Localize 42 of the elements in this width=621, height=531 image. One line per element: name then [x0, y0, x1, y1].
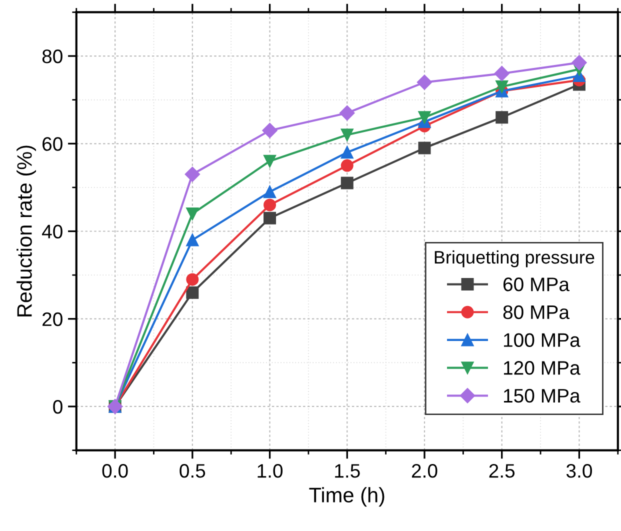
x-tick-label: 2.0: [412, 464, 438, 478]
legend-label: 80 MPa: [503, 305, 570, 320]
point: [262, 122, 278, 138]
legend-label: 60 MPa: [503, 278, 570, 292]
point: [186, 273, 199, 286]
y-tick-label: 0: [53, 400, 62, 414]
y-tick-label: 80: [42, 49, 62, 64]
y-tick-label: 60: [42, 137, 62, 151]
point: [340, 128, 354, 142]
point: [264, 154, 276, 168]
legend-label: 150 MPa: [504, 388, 580, 403]
legend-title: Briquetting pressure: [434, 250, 594, 268]
legend-label: 120 MPa: [504, 361, 580, 375]
point: [186, 207, 199, 220]
point: [340, 105, 355, 121]
point: [264, 186, 276, 198]
x-tick-label: 1.5: [335, 464, 360, 478]
x-axis-title: Time (h): [309, 487, 384, 507]
point: [340, 159, 354, 172]
point: [494, 66, 510, 82]
point: [184, 166, 200, 182]
point: [496, 111, 508, 124]
x-tick-label: 2.5: [489, 464, 515, 478]
legend-label: 100 MPa: [504, 333, 580, 347]
point: [186, 286, 199, 299]
point: [264, 212, 276, 224]
point: [572, 55, 587, 70]
point: [340, 176, 354, 190]
x-tick-label: 3.0: [566, 464, 592, 478]
y-tick-label: 40: [42, 224, 62, 238]
point: [340, 146, 354, 159]
y-tick-label: 20: [42, 312, 62, 326]
point: [418, 142, 431, 154]
point: [264, 198, 276, 212]
point: [416, 74, 432, 90]
y-axis-title: Reduction rate (%): [16, 146, 36, 316]
point: [496, 80, 508, 93]
x-tick-label: 0.5: [180, 464, 206, 478]
x-tick-label: 1.0: [258, 464, 283, 478]
x-tick-label: 0.0: [102, 464, 128, 478]
point: [186, 234, 199, 246]
point: [418, 111, 431, 124]
